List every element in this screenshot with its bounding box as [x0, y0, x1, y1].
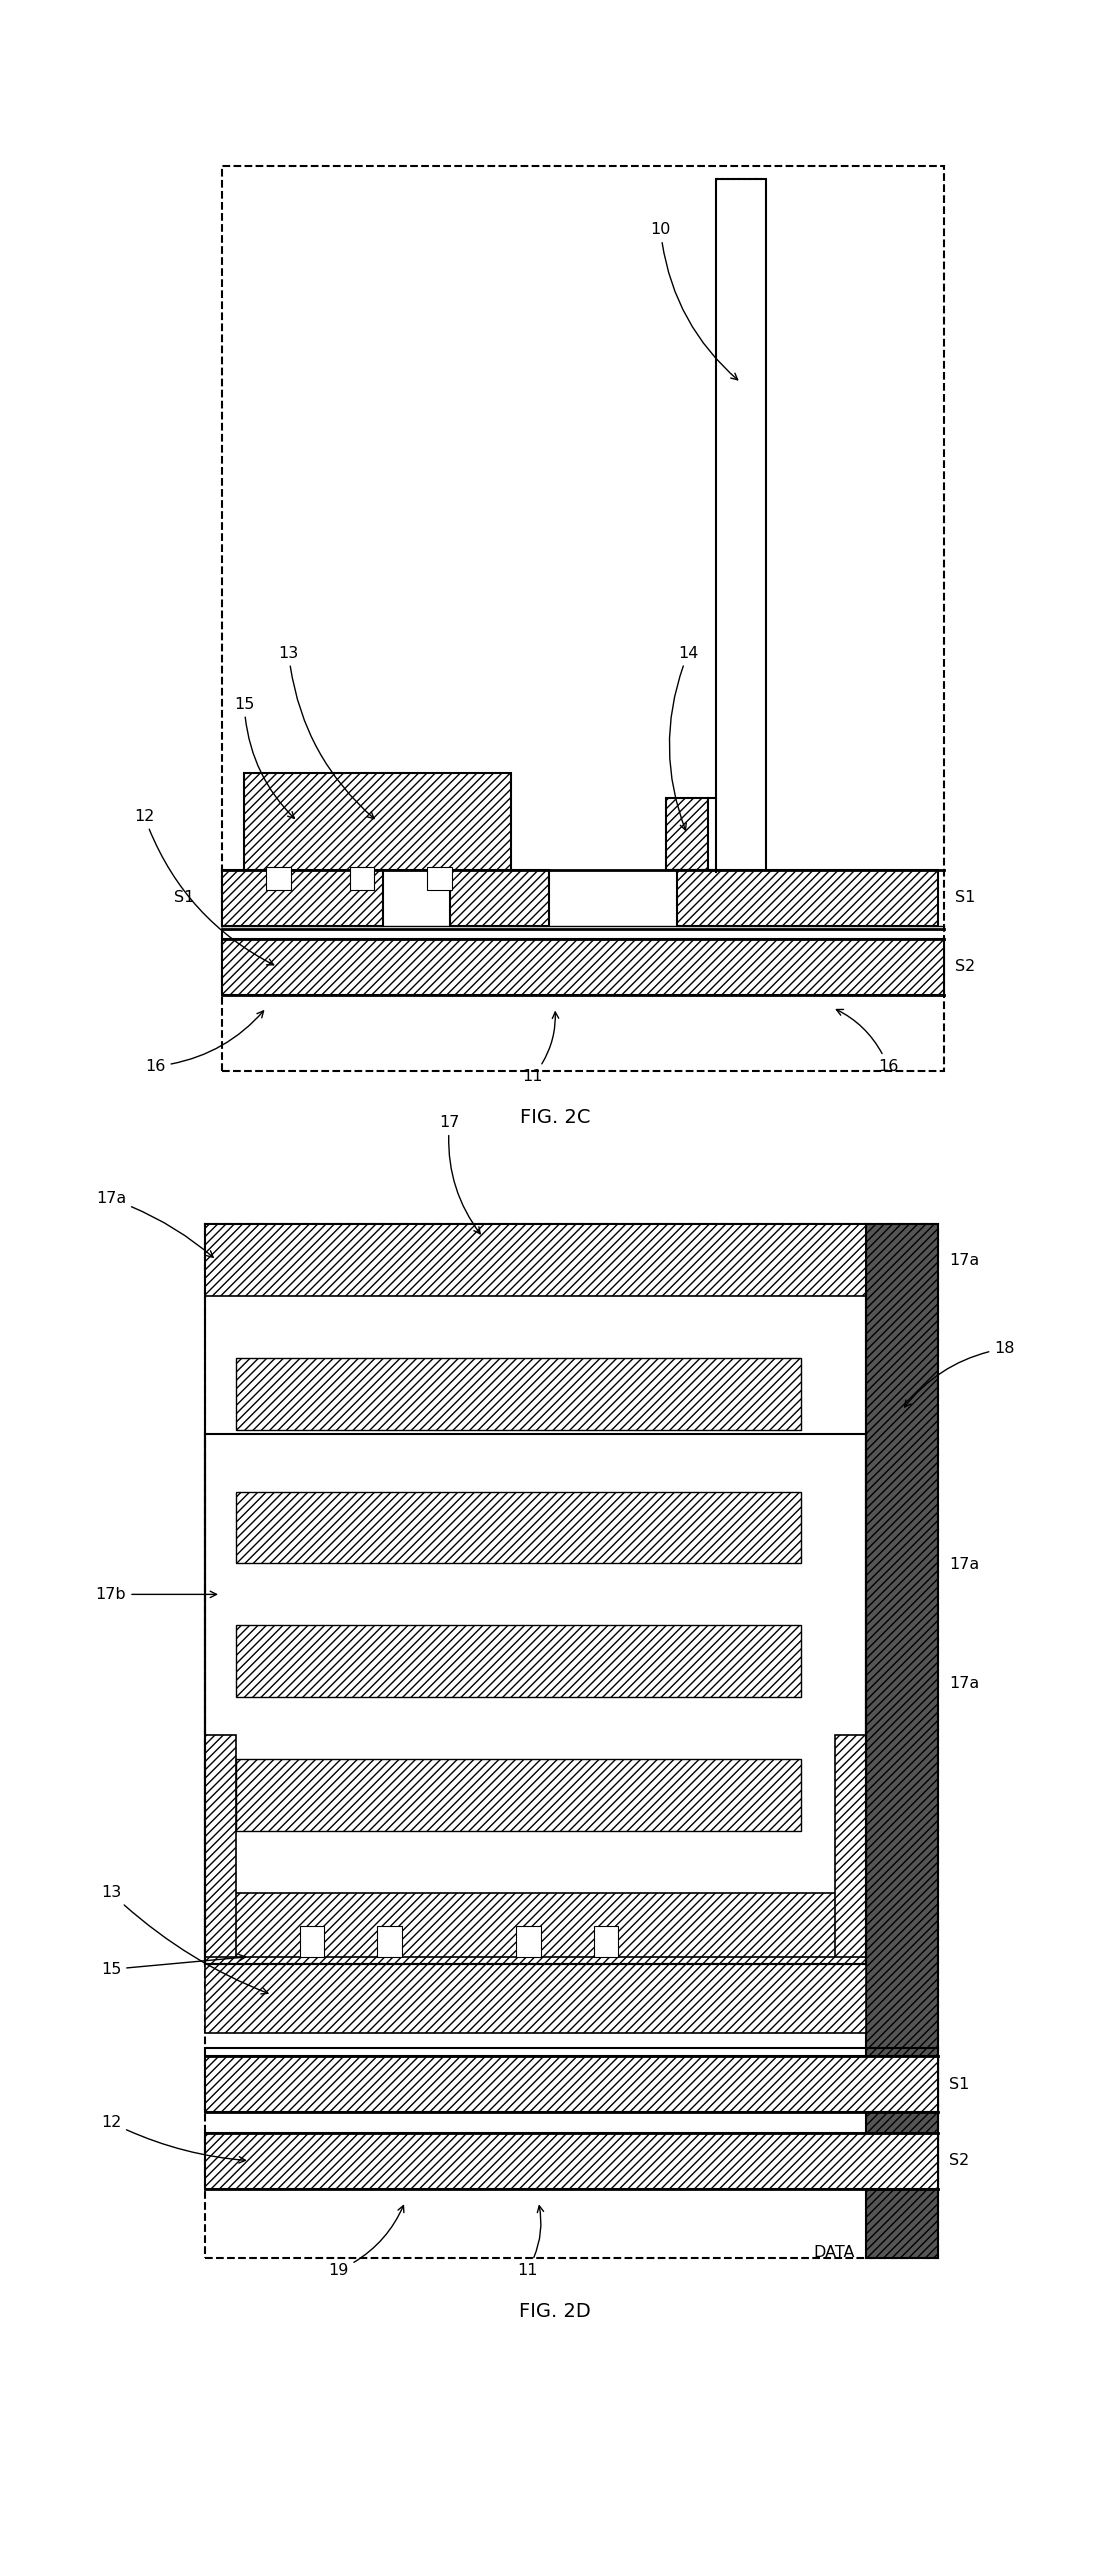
Bar — [594, 1926, 618, 1957]
Text: 17b: 17b — [95, 1587, 216, 1602]
Text: 19: 19 — [329, 2207, 404, 2278]
Bar — [350, 867, 374, 890]
Bar — [835, 1735, 866, 1964]
Bar — [205, 1893, 866, 1964]
Bar — [205, 1957, 866, 2033]
Text: 13: 13 — [101, 1885, 268, 1995]
Bar — [222, 939, 943, 995]
Bar — [427, 867, 452, 890]
Text: S2: S2 — [955, 959, 975, 974]
Bar — [244, 773, 511, 870]
Bar — [300, 1926, 324, 1957]
Bar — [236, 1296, 835, 1893]
Text: 17a: 17a — [949, 1556, 979, 1571]
Bar — [516, 1926, 541, 1957]
Text: 10: 10 — [650, 222, 738, 380]
Bar — [205, 1224, 866, 1296]
Bar — [236, 1760, 801, 1832]
Text: FIG. 2D: FIG. 2D — [519, 2301, 591, 2321]
Text: 14: 14 — [669, 645, 698, 829]
Bar — [222, 870, 383, 926]
Text: 12: 12 — [101, 2115, 245, 2163]
Bar — [377, 1926, 402, 1957]
Bar — [266, 867, 291, 890]
Text: 17a: 17a — [949, 1253, 979, 1268]
Bar — [450, 870, 549, 926]
Bar — [716, 179, 766, 872]
Bar — [866, 1224, 938, 2258]
Text: 18: 18 — [905, 1342, 1015, 1408]
Text: 17a: 17a — [949, 1676, 979, 1691]
Bar — [222, 166, 943, 1071]
Bar — [677, 870, 938, 926]
Bar — [205, 2056, 938, 2112]
Text: 17: 17 — [440, 1115, 481, 1235]
Text: 17a: 17a — [95, 1191, 213, 1258]
Bar — [205, 1224, 866, 1964]
Text: S1: S1 — [949, 2077, 969, 2092]
Bar — [205, 1735, 236, 1964]
Bar — [205, 1224, 938, 2258]
Bar — [205, 1434, 866, 1964]
Bar — [236, 1492, 801, 1564]
Bar — [666, 798, 708, 870]
Text: DATA: DATA — [814, 2245, 855, 2260]
Text: S1: S1 — [955, 890, 975, 906]
Text: 11: 11 — [523, 1013, 558, 1084]
Text: 16: 16 — [837, 1010, 898, 1074]
Bar — [205, 2133, 938, 2189]
Text: 15: 15 — [101, 1954, 245, 1977]
Bar — [236, 1625, 801, 1696]
Text: FIG. 2C: FIG. 2C — [519, 1107, 591, 1128]
Text: S1: S1 — [174, 890, 194, 906]
Text: S2: S2 — [949, 2153, 969, 2168]
Text: 15: 15 — [234, 696, 294, 819]
Text: 13: 13 — [279, 645, 374, 819]
Bar — [236, 1357, 801, 1429]
Text: 16: 16 — [145, 1010, 263, 1074]
Text: 11: 11 — [517, 2207, 544, 2278]
Text: 12: 12 — [134, 809, 274, 964]
